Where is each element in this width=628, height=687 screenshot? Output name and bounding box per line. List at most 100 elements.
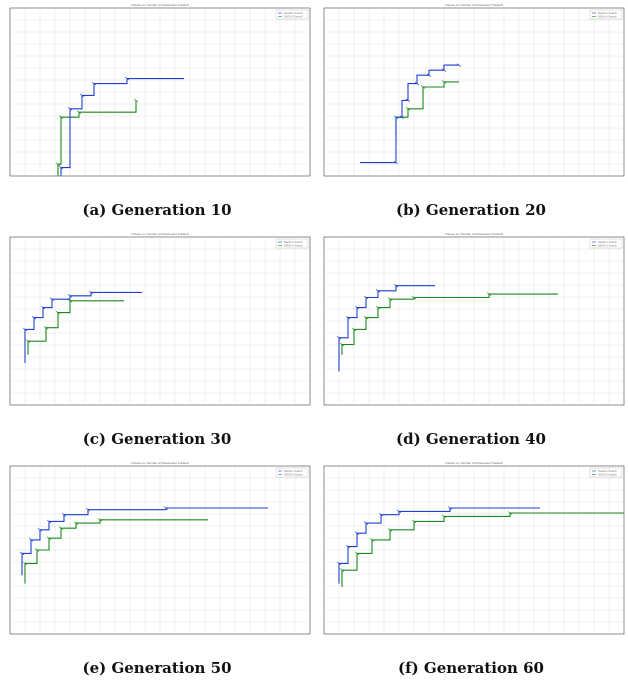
random-series-marker — [40, 305, 46, 310]
legend-box — [589, 9, 623, 20]
random-series-marker — [447, 506, 453, 510]
random-series-marker — [61, 512, 67, 517]
nsga-ii-series-marker — [441, 514, 447, 519]
plot-title: Fitness vs. Number of Parameters Tradeof… — [131, 232, 188, 236]
plot-title: Fitness vs. Number of Parameters Tradeof… — [445, 461, 502, 465]
nsga-ii-series-marker — [46, 536, 52, 540]
nsga-ii-series-marker — [55, 310, 61, 315]
legend-box — [275, 238, 309, 249]
random-series-marker — [79, 93, 85, 98]
chart-a: Fitness vs. Number of Parameters Tradeof… — [9, 3, 311, 177]
legend-label: NSGA-II Search — [598, 15, 617, 19]
legend-label: Random Search — [598, 240, 617, 244]
nsga-ii-series-marker — [387, 297, 393, 301]
random-series-marker — [456, 63, 462, 67]
nsga-ii-series-marker — [58, 526, 64, 530]
random-series-marker — [28, 538, 34, 542]
chart-e: Fitness vs. Number of Parameters Tradeof… — [9, 461, 311, 635]
random-series-marker — [46, 519, 52, 524]
nsga-ii-series-marker — [67, 299, 73, 303]
random-series-marker — [22, 327, 28, 332]
random-series-marker — [396, 509, 402, 514]
nsga-ii-series-marker — [369, 538, 375, 542]
random-series-marker — [85, 507, 91, 512]
random-series-marker — [58, 165, 64, 170]
random-series-marker — [378, 512, 384, 517]
random-series — [24, 291, 142, 363]
nsga-ii-series-marker — [55, 162, 61, 166]
panel-b: Fitness vs. Number of Parameters Tradeof… — [314, 0, 628, 229]
random-series-marker — [91, 81, 97, 86]
nsga-ii-series-marker — [351, 327, 357, 332]
legend-label: Random Search — [284, 11, 303, 15]
caption-d: (d) Generation 40 — [396, 430, 546, 448]
legend-label: NSGA-II Search — [284, 473, 303, 477]
random-series-marker — [363, 521, 369, 525]
random-series-marker — [163, 506, 169, 510]
random-series — [338, 285, 435, 372]
legend-label: NSGA-II Search — [284, 244, 303, 248]
legend-label: Random Search — [598, 11, 617, 15]
random-series-marker — [345, 544, 351, 549]
random-series-marker — [345, 315, 351, 320]
nsga-ii-series-marker — [486, 292, 492, 296]
nsga-ii-series-marker — [507, 511, 513, 515]
nsga-ii-series-marker — [411, 295, 417, 300]
nsga-ii-series-marker — [441, 80, 447, 84]
legend-label: NSGA-II Search — [284, 15, 303, 19]
panel-f: Fitness vs. Number of Parameters Tradeof… — [314, 458, 628, 687]
random-series — [360, 64, 459, 164]
caption-c: (c) Generation 30 — [82, 430, 232, 448]
legend-label: NSGA-II Search — [598, 473, 617, 477]
chart-f: Fitness vs. Number of Parameters Tradeof… — [323, 461, 625, 635]
nsga-ii-series-marker — [73, 521, 79, 525]
legend-box — [589, 238, 623, 249]
nsga-ii-series-marker — [387, 528, 393, 532]
random-series-marker — [426, 73, 432, 77]
random-series-marker — [49, 297, 55, 301]
random-series-marker — [67, 294, 73, 298]
random-series-marker — [19, 551, 25, 556]
nsga-ii-series-marker — [43, 325, 49, 330]
nsga-ii-series-marker — [420, 85, 426, 89]
random-series-marker — [363, 295, 369, 300]
nsga-ii-series-marker — [405, 107, 411, 111]
caption-e: (e) Generation 50 — [82, 659, 232, 677]
chart-d: Fitness vs. Number of Parameters Tradeof… — [323, 232, 625, 406]
panel-c: Fitness vs. Number of Parameters Tradeof… — [0, 229, 314, 458]
random-series-marker — [375, 289, 381, 293]
legend-box — [275, 9, 309, 20]
legend-box — [275, 467, 309, 478]
random-series-marker — [67, 107, 73, 111]
legend-label: Random Search — [284, 240, 303, 244]
plot-title: Fitness vs. Number of Parameters Tradeof… — [445, 3, 502, 7]
random-series-marker — [88, 290, 94, 295]
random-series-marker — [336, 336, 342, 340]
legend-label: Random Search — [284, 469, 303, 473]
chart-c: Fitness vs. Number of Parameters Tradeof… — [9, 232, 311, 406]
nsga-ii-series-marker — [25, 339, 31, 343]
caption-b: (b) Generation 20 — [396, 201, 546, 219]
nsga-ii-series-marker — [22, 561, 28, 566]
random-series-marker — [393, 160, 399, 165]
nsga-ii-series — [27, 300, 124, 355]
random-series-marker — [336, 561, 342, 566]
nsga-ii-series-marker — [354, 551, 360, 556]
nsga-ii-series-marker — [375, 305, 381, 310]
random-series-marker — [37, 528, 43, 532]
caption-a: (a) Generation 10 — [82, 201, 232, 219]
nsga-ii-series-marker — [97, 518, 103, 522]
random-series-marker — [399, 115, 405, 119]
panel-e: Fitness vs. Number of Parameters Tradeof… — [0, 458, 314, 687]
random-series-marker — [354, 531, 360, 535]
legend-label: NSGA-II Search — [598, 244, 617, 248]
nsga-ii-series-marker — [34, 548, 40, 552]
random-series-marker — [393, 283, 399, 288]
nsga-ii-series — [24, 519, 208, 584]
panel-a: Fitness vs. Number of Parameters Tradeof… — [0, 0, 314, 229]
nsga-ii-series-marker — [76, 110, 82, 114]
legend-label: Random Search — [598, 469, 617, 473]
plot-title: Fitness vs. Number of Parameters Tradeof… — [131, 3, 188, 7]
random-series-marker — [354, 305, 360, 310]
random-series-marker — [405, 98, 411, 103]
